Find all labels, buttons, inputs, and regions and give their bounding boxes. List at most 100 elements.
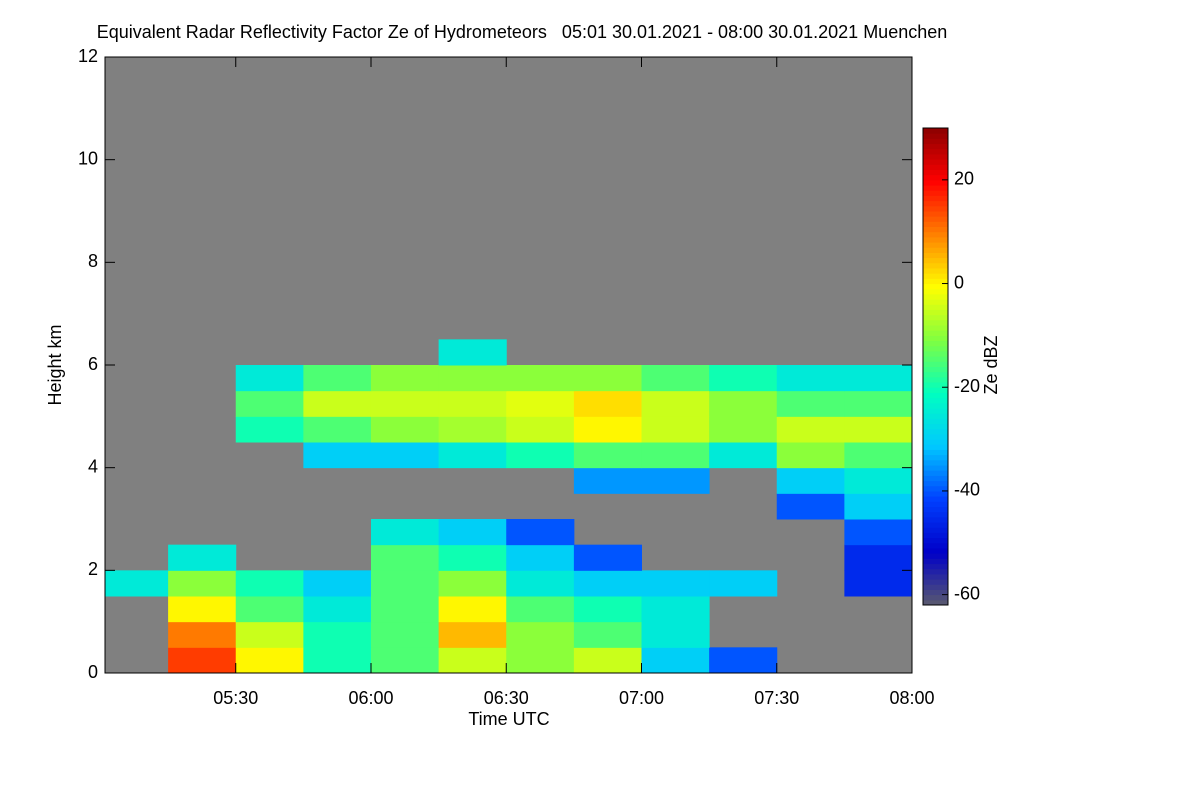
cell [573, 467, 642, 494]
y-tick-label: 4 [88, 456, 98, 476]
colorbar-step [923, 584, 948, 590]
colorbar-step [923, 361, 948, 367]
colorbar-step [923, 594, 948, 601]
colorbar-step [923, 200, 948, 207]
colorbar-step [923, 439, 948, 445]
cell [573, 390, 642, 417]
colorbar-step [923, 433, 948, 440]
cell [303, 416, 372, 443]
cell [438, 647, 507, 674]
colorbar-step [923, 283, 948, 290]
colorbar-step [923, 190, 948, 196]
cell [844, 493, 913, 520]
y-axis-label: Height km [45, 324, 65, 405]
cell [844, 442, 913, 469]
colorbar-step [923, 138, 948, 145]
cell [709, 647, 778, 674]
colorbar-step [923, 397, 948, 404]
x-tick-label: 07:00 [619, 688, 664, 708]
cell [168, 570, 237, 597]
colorbar-step [923, 195, 948, 202]
cell [370, 647, 440, 674]
colorbar-step [923, 185, 948, 191]
cell [641, 365, 710, 392]
cell [641, 621, 710, 648]
colorbar-step [923, 330, 948, 336]
cell [709, 365, 778, 392]
cell [303, 621, 372, 648]
colorbar-step [923, 558, 948, 565]
cell [709, 570, 778, 597]
colorbar-step [923, 179, 948, 186]
cell [303, 647, 372, 674]
cell [438, 390, 507, 417]
cell [235, 647, 304, 674]
x-tick-label: 06:00 [348, 688, 393, 708]
cell [303, 442, 372, 469]
colorbar-step [923, 299, 948, 305]
colorbar-step [923, 413, 948, 419]
colorbar-step [923, 376, 948, 383]
colorbar-tick-label: -20 [954, 376, 980, 396]
cell [573, 570, 642, 597]
colorbar-step [923, 573, 948, 580]
x-axis-label: Time UTC [468, 709, 549, 729]
x-tick-label: 08:00 [889, 688, 934, 708]
colorbar-step [923, 128, 948, 134]
colorbar-label: Ze dBZ [981, 335, 1001, 394]
y-tick-label: 10 [78, 148, 98, 168]
colorbar-step [923, 480, 948, 487]
cell [776, 493, 845, 520]
colorbar-step [923, 257, 948, 264]
y-tick-label: 12 [78, 46, 98, 66]
cell [844, 570, 913, 597]
cell [506, 519, 575, 546]
cell [438, 442, 507, 469]
colorbar-step [923, 226, 948, 233]
cell [438, 570, 507, 597]
chart-title: Equivalent Radar Reflectivity Factor Ze … [97, 22, 948, 42]
cell [506, 390, 575, 417]
colorbar-step [923, 563, 948, 570]
y-tick-label: 6 [88, 354, 98, 374]
cell [303, 365, 372, 392]
cell [105, 570, 169, 597]
colorbar-step [923, 366, 948, 373]
colorbar-step [923, 496, 948, 502]
colorbar-step [923, 221, 948, 228]
cell [303, 570, 372, 597]
colorbar-step [923, 516, 948, 523]
cell [370, 544, 440, 571]
cell [370, 416, 440, 443]
colorbar-frame [922, 127, 949, 606]
colorbar-tick-label: -60 [954, 583, 980, 603]
colorbar-step [923, 511, 948, 518]
colorbar-step [923, 262, 948, 269]
cell [506, 365, 575, 392]
cell [235, 390, 304, 417]
colorbar-step [923, 247, 948, 253]
x-tick-label: 06:30 [484, 688, 529, 708]
colorbar-step [923, 428, 948, 435]
cell [641, 442, 710, 469]
cell [776, 365, 845, 392]
colorbar-step [923, 159, 948, 165]
colorbar-step [923, 293, 948, 300]
colorbar-step [923, 236, 948, 243]
colorbar-step [923, 309, 948, 316]
cell [776, 416, 845, 443]
colorbar-step [923, 325, 948, 331]
colorbar-step [923, 599, 948, 606]
colorbar-step [923, 449, 948, 456]
colorbar-step [923, 278, 948, 285]
cell [370, 365, 440, 392]
cell [438, 416, 507, 443]
colorbar-step [923, 304, 948, 310]
cell [844, 544, 913, 571]
colorbar-step [923, 345, 948, 352]
colorbar-step [923, 485, 948, 492]
cell [438, 596, 507, 623]
cell [641, 570, 710, 597]
cell [168, 621, 237, 648]
